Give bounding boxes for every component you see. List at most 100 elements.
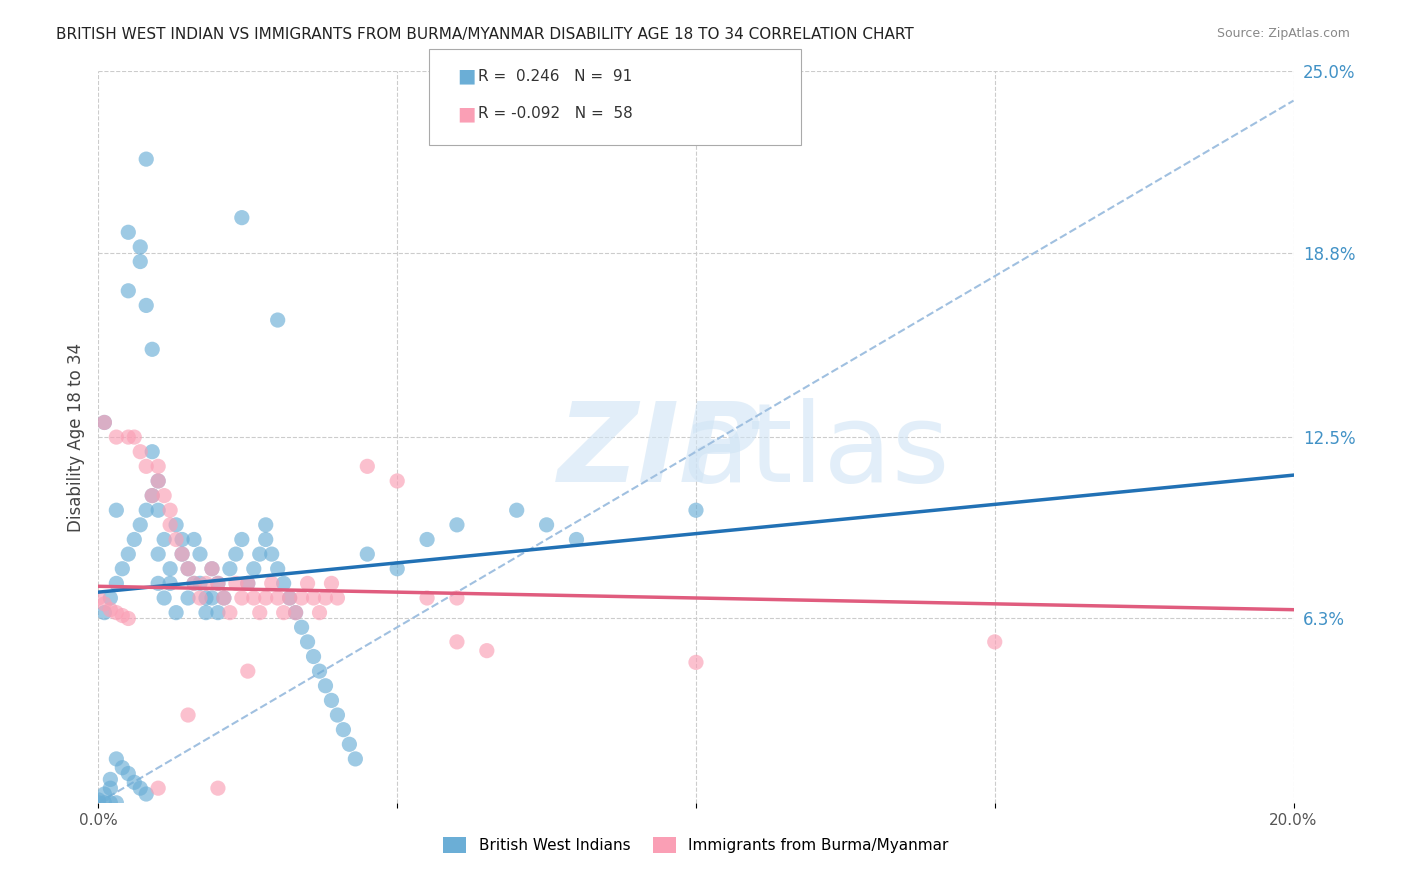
Point <box>207 576 229 591</box>
Point <box>93 606 115 620</box>
Point <box>177 562 200 576</box>
Point <box>249 606 271 620</box>
Point <box>183 533 205 547</box>
Point <box>93 597 115 611</box>
Point <box>243 591 266 605</box>
Point <box>183 576 205 591</box>
Point <box>225 547 247 561</box>
Point <box>124 430 146 444</box>
Point <box>446 591 468 605</box>
Point <box>87 793 110 807</box>
Point <box>332 723 354 737</box>
Point <box>165 533 187 547</box>
Point <box>129 444 152 458</box>
Point <box>565 533 588 547</box>
Point <box>135 298 157 312</box>
Point <box>98 796 122 810</box>
Point <box>195 606 218 620</box>
Point <box>385 562 409 576</box>
Point <box>111 608 134 623</box>
Point <box>278 591 301 605</box>
Point <box>159 517 181 532</box>
Point <box>148 474 170 488</box>
Point <box>129 240 152 254</box>
Point <box>267 562 290 576</box>
Point <box>105 752 128 766</box>
Point <box>201 591 224 605</box>
Point <box>416 591 439 605</box>
Point <box>183 576 205 591</box>
Point <box>87 591 110 605</box>
Point <box>148 547 170 561</box>
Point <box>165 606 187 620</box>
Point <box>135 459 157 474</box>
Point <box>506 503 529 517</box>
Point <box>326 708 349 723</box>
Point <box>685 656 707 670</box>
Text: atlas: atlas <box>682 398 949 505</box>
Point <box>141 489 163 503</box>
Point <box>148 459 170 474</box>
Point <box>188 591 211 605</box>
Point <box>236 664 259 678</box>
Text: R =  0.246   N =  91: R = 0.246 N = 91 <box>478 69 633 84</box>
Point <box>105 430 128 444</box>
Point <box>536 517 558 532</box>
Point <box>177 562 200 576</box>
Point <box>297 576 319 591</box>
Point <box>243 562 266 576</box>
Point <box>302 591 325 605</box>
Point <box>254 591 277 605</box>
Point <box>195 591 218 605</box>
Point <box>321 576 343 591</box>
Point <box>148 503 170 517</box>
Point <box>177 591 200 605</box>
Point <box>302 649 325 664</box>
Point <box>159 576 181 591</box>
Point <box>98 781 122 796</box>
Text: ZIP: ZIP <box>558 398 762 505</box>
Y-axis label: Disability Age 18 to 34: Disability Age 18 to 34 <box>66 343 84 532</box>
Point <box>231 211 253 225</box>
Point <box>105 503 128 517</box>
Point <box>260 547 283 561</box>
Point <box>98 772 122 787</box>
Point <box>273 606 295 620</box>
Point <box>188 547 211 561</box>
Point <box>148 576 170 591</box>
Point <box>129 781 152 796</box>
Point <box>356 547 378 561</box>
Point <box>172 547 194 561</box>
Point <box>148 781 170 796</box>
Point <box>117 430 139 444</box>
Point <box>117 547 139 561</box>
Point <box>111 761 134 775</box>
Text: BRITISH WEST INDIAN VS IMMIGRANTS FROM BURMA/MYANMAR DISABILITY AGE 18 TO 34 COR: BRITISH WEST INDIAN VS IMMIGRANTS FROM B… <box>56 27 914 42</box>
Point <box>231 533 253 547</box>
Point <box>326 591 349 605</box>
Point <box>231 591 253 605</box>
Point <box>446 635 468 649</box>
Point <box>124 533 146 547</box>
Point <box>385 474 409 488</box>
Point <box>153 489 176 503</box>
Point <box>315 679 337 693</box>
Point <box>141 444 163 458</box>
Point <box>207 576 229 591</box>
Point <box>111 562 134 576</box>
Point <box>236 576 259 591</box>
Point <box>236 576 259 591</box>
Text: ■: ■ <box>457 67 475 86</box>
Point <box>284 606 307 620</box>
Point <box>93 796 115 810</box>
Point <box>117 766 139 780</box>
Point <box>207 606 229 620</box>
Point <box>249 547 271 561</box>
Point <box>475 643 498 657</box>
Point <box>135 787 157 801</box>
Point <box>165 517 187 532</box>
Point <box>172 547 194 561</box>
Point <box>291 620 314 634</box>
Point <box>308 664 330 678</box>
Point <box>98 591 122 605</box>
